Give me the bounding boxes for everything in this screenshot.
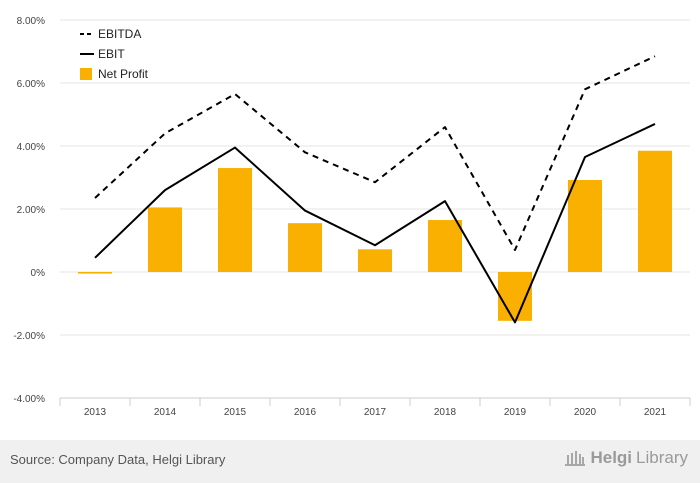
x-tick-label: 2014 [154,407,177,418]
bar-net-profit [428,220,462,272]
x-tick-label: 2017 [364,407,387,418]
x-tick-label: 2019 [504,407,527,418]
y-tick-label: 2.00% [17,205,45,216]
x-tick-label: 2021 [644,407,667,418]
bar-net-profit [218,168,252,272]
y-tick-label: 0% [31,268,46,279]
bar-net-profit [148,207,182,272]
bar-net-profit [78,272,112,274]
x-tick-label: 2018 [434,407,457,418]
x-tick-label: 2013 [84,407,107,418]
brand-logo: Helgi Library [564,448,688,468]
y-tick-label: 6.00% [17,79,45,90]
chart: -4.00% -2.00% 0% 2.00% 4.00% 6.00% 8.00% 2013 20… [13,16,691,418]
y-tick-label: 4.00% [17,142,45,153]
legend-label: EBITDA [98,27,141,41]
y-tick-label: 8.00% [17,16,45,27]
bar-net-profit [568,180,602,272]
line-ebitda [94,55,656,251]
legend-swatch [80,68,92,80]
x-tick-label: 2015 [224,407,247,418]
y-tick-label: -2.00% [13,331,45,342]
x-tick-label: 2016 [294,407,317,418]
brand-name-second: Library [636,448,688,467]
brand-name-first: Helgi [590,448,633,467]
library-building-icon [565,451,586,466]
legend-label: Net Profit [98,67,149,81]
legend-label: EBIT [98,47,125,61]
bar-net-profit [288,223,322,272]
y-tick-label: -4.00% [13,394,45,405]
x-tick-label: 2020 [574,407,597,418]
source-note: Source: Company Data, Helgi Library [10,452,226,467]
chart-canvas: -4.00% -2.00% 0% 2.00% 4.00% 6.00% 8.00% 2013 20… [13,16,691,418]
bar-net-profit [358,249,392,272]
bar-net-profit [638,150,672,272]
line-ebit [94,123,656,324]
